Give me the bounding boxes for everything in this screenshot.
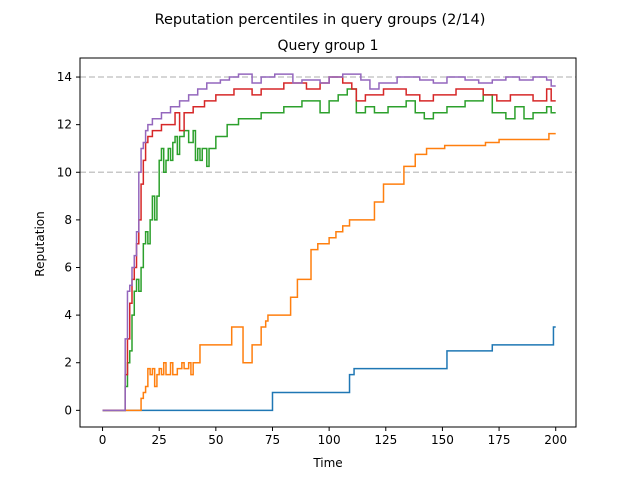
y-tick-label: 2	[64, 356, 72, 370]
y-tick-label: 12	[57, 118, 72, 132]
y-tick-label: 6	[64, 260, 72, 274]
y-tick-label: 4	[64, 308, 72, 322]
reference-lines	[80, 76, 576, 174]
y-axis-ticks: 0 2 4 6 8 10 12 14	[57, 70, 80, 417]
series-line-0	[102, 326, 556, 412]
x-axis-label: Time	[312, 456, 342, 470]
plot-frame	[79, 57, 577, 428]
x-tick-label: 50	[208, 433, 223, 447]
y-axis-label: Reputation	[33, 211, 47, 276]
series-layer	[102, 73, 556, 412]
x-tick-label: 125	[374, 433, 397, 447]
x-tick-label: 150	[431, 433, 454, 447]
x-axis-ticks: 0 25 50 75 100 125 150 175 200	[99, 427, 567, 447]
x-tick-label: 100	[318, 433, 341, 447]
x-tick-label: 0	[99, 433, 107, 447]
series-line-4	[102, 73, 556, 412]
figure-suptitle: Reputation percentiles in query groups (…	[155, 12, 486, 28]
y-tick-label: 8	[64, 213, 72, 227]
x-tick-label: 75	[265, 433, 280, 447]
x-tick-label: 175	[488, 433, 511, 447]
y-tick-label: 10	[57, 165, 72, 179]
series-line-1	[102, 132, 556, 412]
y-tick-label: 0	[64, 403, 72, 417]
x-tick-label: 200	[544, 433, 567, 447]
series-line-2	[102, 88, 556, 412]
y-tick-label: 14	[57, 70, 72, 84]
x-tick-label: 25	[152, 433, 167, 447]
chart-title: Query group 1	[277, 38, 378, 54]
